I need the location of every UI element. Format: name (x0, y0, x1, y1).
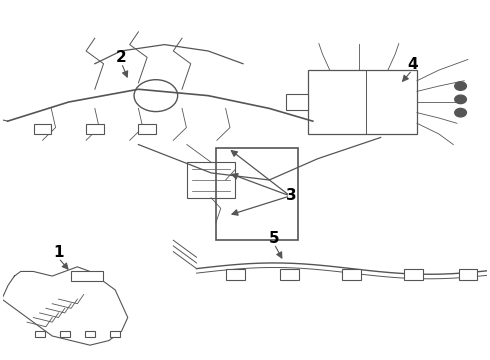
Text: 1: 1 (53, 245, 64, 260)
Circle shape (455, 108, 466, 117)
Bar (187, 162, 235, 198)
Bar (343, 269, 361, 280)
Circle shape (455, 95, 466, 104)
Bar (404, 269, 423, 280)
Bar (216, 148, 298, 240)
Bar (34, 124, 51, 134)
Bar (286, 94, 308, 110)
Bar (71, 271, 102, 281)
Bar (226, 269, 245, 280)
Bar (459, 269, 477, 280)
Text: 4: 4 (407, 57, 417, 72)
Bar (138, 124, 156, 134)
Bar (110, 331, 120, 337)
Bar (35, 331, 45, 337)
Bar (60, 331, 70, 337)
Bar (86, 124, 103, 134)
Bar (85, 331, 95, 337)
Bar (280, 269, 299, 280)
Text: 5: 5 (269, 231, 279, 246)
Circle shape (455, 82, 466, 90)
Text: 3: 3 (286, 188, 296, 203)
Text: 2: 2 (116, 50, 127, 65)
Bar (308, 70, 417, 134)
